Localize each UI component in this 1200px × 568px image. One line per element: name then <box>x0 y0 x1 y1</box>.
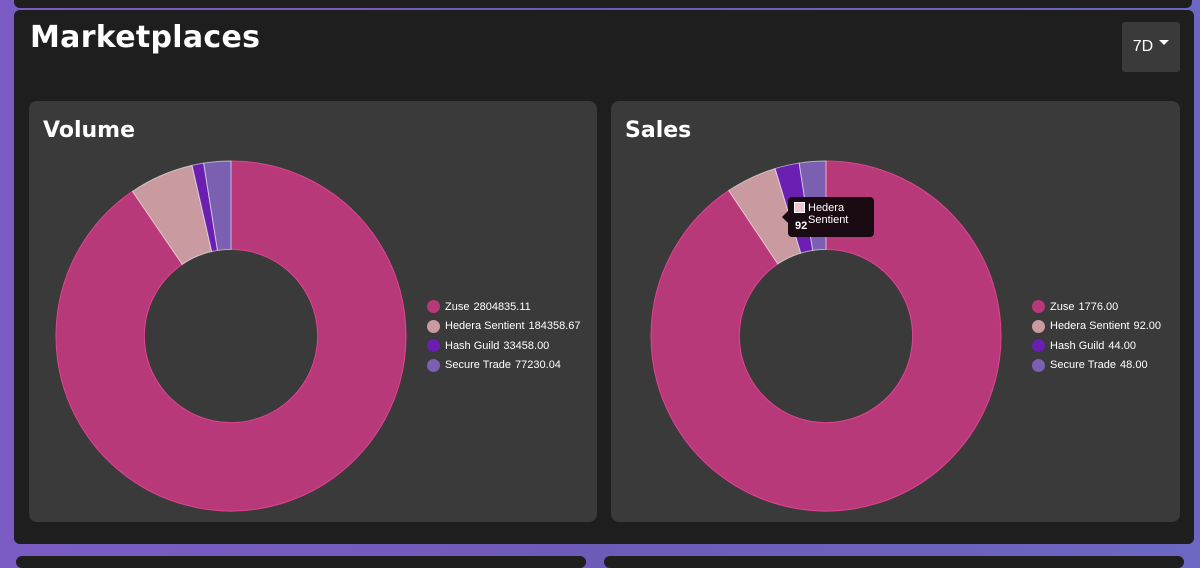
legend-item-hedera-sentient[interactable]: Hedera Sentient 92.00 <box>1032 317 1161 337</box>
legend-swatch <box>1032 300 1045 314</box>
legend-value: 48.00 <box>1120 359 1148 372</box>
legend-label: Hedera Sentient <box>445 320 525 333</box>
tooltip-value: 92 <box>795 220 808 232</box>
legend-value: 1776.00 <box>1078 300 1119 313</box>
legend-swatch <box>1032 319 1045 333</box>
slice-zuse[interactable] <box>55 160 407 512</box>
legend-value: 92.00 <box>1133 320 1162 333</box>
legend-item-hash-guild[interactable]: Hash Guild 44.00 <box>1032 336 1161 356</box>
legend-swatch <box>427 300 440 314</box>
slice-secure-trade[interactable] <box>203 160 232 252</box>
legend-value: 33458.00 <box>503 339 550 352</box>
tooltip-swatch <box>794 202 805 213</box>
caret-down-icon <box>1159 39 1170 45</box>
sales-chart-card: Sales Zuse 1776.00 Hedera Sentient 92.00 Has… <box>611 101 1180 522</box>
legend-item-zuse[interactable]: Zuse 1776.00 <box>1032 297 1161 317</box>
next-panel-edge-right <box>604 556 1184 568</box>
legend-value: 2804835.11 <box>473 300 531 313</box>
legend-value: 44.00 <box>1108 339 1136 352</box>
legend-swatch <box>1032 339 1045 353</box>
legend-swatch <box>1032 358 1045 372</box>
chart-tooltip: Hedera Sentient 92 <box>782 197 874 237</box>
period-dropdown-button[interactable]: 7D <box>1122 22 1180 72</box>
sales-legend: Zuse 1776.00 Hedera Sentient 92.00 Hash Guil… <box>1032 297 1161 375</box>
legend-swatch <box>427 319 440 333</box>
legend-label: Zuse <box>445 300 470 313</box>
legend-label: Hedera Sentient <box>1050 320 1130 333</box>
previous-panel-edge <box>14 0 1192 8</box>
legend-value: 77230.04 <box>515 359 561 372</box>
volume-legend: Zuse 2804835.11 Hedera Sentient 184358.67 Ha… <box>427 297 581 375</box>
volume-chart-title: Volume <box>43 118 135 143</box>
sales-chart-title: Sales <box>625 118 692 143</box>
page-title: Marketplaces <box>30 20 261 55</box>
legend-label: Secure Trade <box>1050 359 1117 372</box>
tooltip-label: Hedera Sentient <box>808 202 849 226</box>
legend-swatch <box>427 339 440 353</box>
next-panel-edge-left <box>16 556 586 568</box>
marketplaces-panel: Marketplaces 7D Volume Zuse 2804835.11 Hed… <box>14 10 1194 544</box>
legend-swatch <box>427 358 440 372</box>
legend-item-zuse[interactable]: Zuse 2804835.11 <box>427 297 581 317</box>
legend-item-hedera-sentient[interactable]: Hedera Sentient 184358.67 <box>427 317 581 337</box>
legend-label: Hash Guild <box>1050 339 1105 352</box>
legend-item-secure-trade[interactable]: Secure Trade 77230.04 <box>427 356 581 376</box>
legend-item-secure-trade[interactable]: Secure Trade 48.00 <box>1032 356 1161 376</box>
period-label: 7D <box>1132 38 1154 55</box>
volume-donut-chart <box>55 160 407 512</box>
legend-label: Hash Guild <box>445 339 500 352</box>
legend-item-hash-guild[interactable]: Hash Guild 33458.00 <box>427 336 581 356</box>
slice-zuse[interactable] <box>650 160 1002 512</box>
legend-label: Zuse <box>1050 300 1075 313</box>
volume-chart-card: Volume Zuse 2804835.11 Hedera Sentient 1843… <box>29 101 597 522</box>
legend-value: 184358.67 <box>528 320 581 333</box>
legend-label: Secure Trade <box>445 359 512 372</box>
